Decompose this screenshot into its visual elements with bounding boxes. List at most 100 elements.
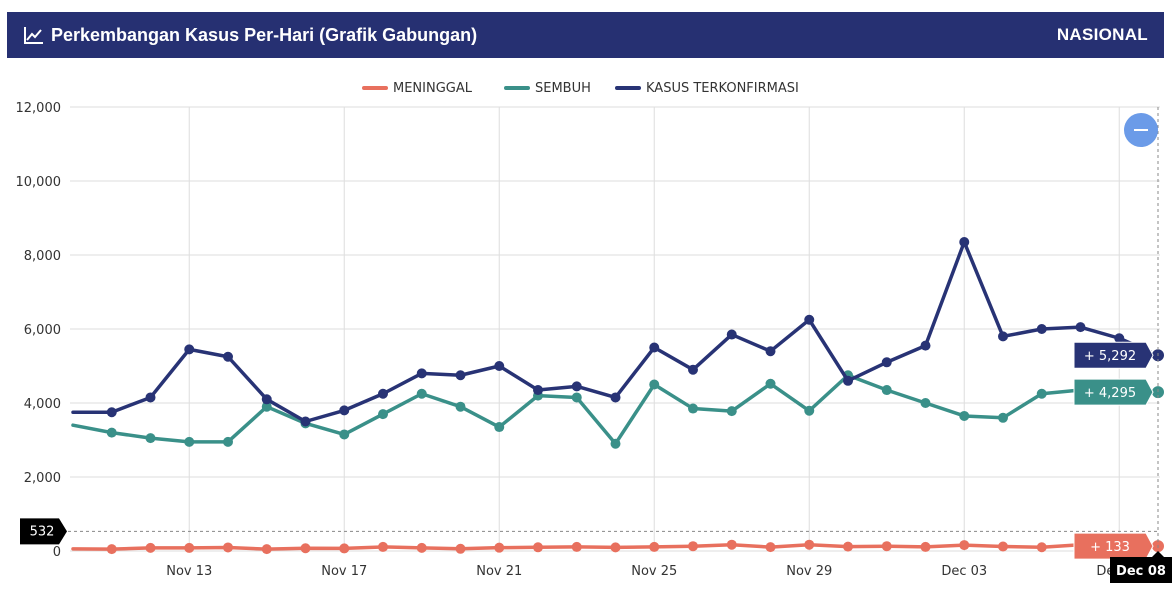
tooltip-value: + 5,292 [1084,349,1136,364]
y-tick-label: 8,000 [24,249,61,264]
data-point[interactable] [688,364,698,375]
tooltip-badge [1073,341,1154,369]
data-point[interactable] [494,361,505,371]
data-point[interactable] [300,416,311,427]
data-point[interactable] [378,541,388,552]
data-point[interactable] [765,378,776,389]
data-point[interactable] [261,394,272,405]
x-tick-label: Dec 03 [941,564,987,579]
line-chart-icon [24,27,43,44]
data-point[interactable] [998,412,1008,423]
data-point[interactable] [920,398,931,408]
chart-title: Perkembangan Kasus Per-Hari (Grafik Gabu… [51,24,478,45]
data-point[interactable] [184,436,195,447]
data-point[interactable] [881,541,892,552]
data-point[interactable] [494,542,505,553]
data-point[interactable] [571,381,582,392]
data-point[interactable] [1036,324,1047,334]
data-point[interactable] [494,422,505,433]
crosshair-value-badge [20,518,67,545]
data-point[interactable] [1036,388,1047,399]
data-point[interactable] [649,541,660,552]
data-point[interactable] [959,410,970,421]
data-point[interactable] [184,344,195,355]
data-point[interactable] [765,346,776,357]
line-chart: 0 2,000 4,000 6,000 8,000 10,000 12,000 Nov 13 N… [16,81,1172,583]
data-point[interactable] [300,543,311,554]
data-point[interactable] [920,541,931,552]
data-point[interactable] [610,438,621,449]
data-point[interactable] [804,405,815,416]
data-point[interactable] [610,392,621,403]
data-point[interactable] [959,540,970,551]
data-point[interactable] [455,370,466,381]
data-point[interactable] [688,541,698,552]
data-point[interactable] [726,539,737,550]
y-tick-label: 2,000 [24,471,61,486]
data-point[interactable] [455,401,466,412]
data-point[interactable] [223,351,233,362]
crosshair-date-badge [1110,557,1172,583]
data-point[interactable] [998,331,1008,342]
x-tick-label: Nov 13 [166,564,212,579]
data-point[interactable] [339,429,350,440]
data-point[interactable] [339,405,350,416]
data-point[interactable] [378,388,388,399]
legend-label[interactable]: KASUS TERKONFIRMASI [646,81,799,96]
data-point[interactable] [1036,542,1047,553]
legend-label[interactable]: SEMBUH [535,81,591,96]
data-point[interactable] [688,403,698,414]
legend-label[interactable]: MENINGGAL [393,81,473,96]
data-point[interactable] [145,392,156,403]
tooltip-value: + 133 [1090,540,1130,555]
y-tick-label: 6,000 [24,323,61,338]
data-point[interactable] [416,542,427,553]
data-point[interactable] [223,436,233,447]
data-point[interactable] [571,392,582,403]
data-point[interactable] [649,342,660,353]
y-tick-label: 12,000 [16,101,62,116]
data-point[interactable] [339,543,350,554]
x-tick-label: Nov 25 [631,564,677,579]
region-label[interactable]: NASIONAL [1056,25,1148,44]
data-point[interactable] [1114,333,1125,344]
data-point[interactable] [145,433,156,444]
data-point[interactable] [184,542,195,553]
data-point[interactable] [998,541,1008,552]
chart-header: Perkembangan Kasus Per-Hari (Grafik Gabu… [7,12,1164,58]
data-point[interactable] [223,542,233,553]
tooltip-badge [1073,532,1154,560]
data-point[interactable] [571,541,582,552]
data-point[interactable] [455,543,466,554]
crosshair-value-label: 532 [30,524,55,539]
data-point[interactable] [416,368,427,379]
data-point[interactable] [106,407,117,418]
data-point[interactable] [804,539,815,550]
data-point[interactable] [106,427,117,438]
data-point[interactable] [881,357,892,368]
x-tick-label: Nov 29 [786,564,832,579]
chart-area: 0 2,000 4,000 6,000 8,000 10,000 12,000 Nov 13 N… [0,58,1174,594]
data-point[interactable] [378,409,388,420]
data-point[interactable] [726,406,737,417]
data-point[interactable] [1075,322,1086,333]
data-point[interactable] [533,542,543,553]
data-point[interactable] [533,385,543,396]
data-point[interactable] [261,401,272,412]
data-point[interactable] [959,237,970,248]
data-point[interactable] [881,385,892,396]
data-point[interactable] [261,544,272,555]
data-point[interactable] [920,340,931,351]
data-point[interactable] [804,314,815,325]
data-point[interactable] [416,388,427,399]
data-point[interactable] [843,375,853,386]
data-point[interactable] [649,379,660,390]
data-point[interactable] [765,542,776,553]
data-point[interactable] [726,329,737,340]
data-point[interactable] [610,542,621,553]
data-point[interactable] [106,544,117,555]
x-tick-label: Nov 21 [476,564,522,579]
y-tick-label: 10,000 [16,175,62,190]
data-point[interactable] [145,542,156,553]
data-point[interactable] [843,541,853,552]
